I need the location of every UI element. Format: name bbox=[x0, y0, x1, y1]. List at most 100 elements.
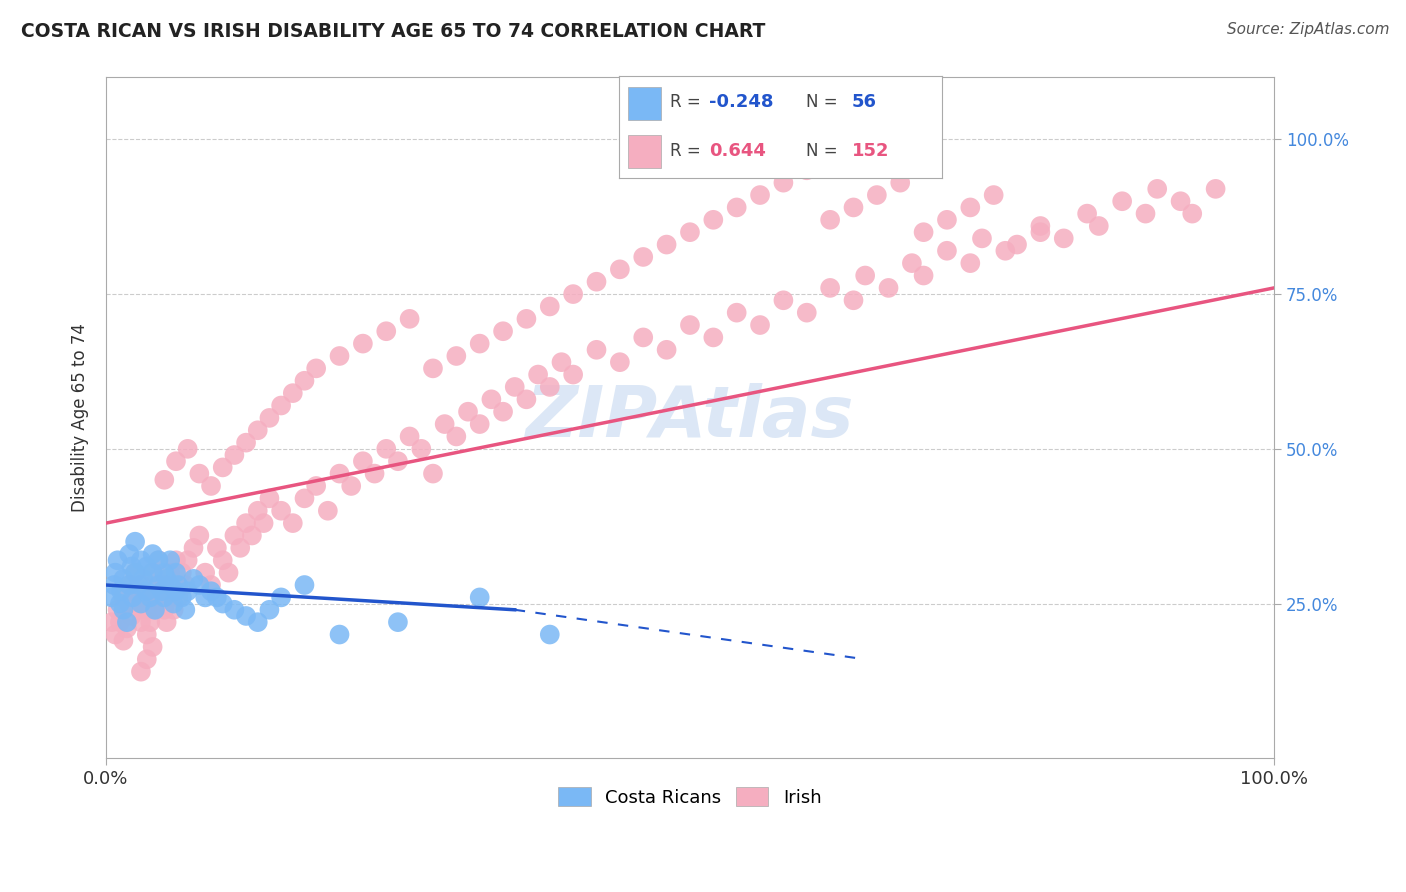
Point bbox=[1005, 237, 1028, 252]
Point bbox=[1053, 231, 1076, 245]
Point bbox=[211, 460, 233, 475]
Point bbox=[211, 553, 233, 567]
Point bbox=[211, 597, 233, 611]
Point bbox=[270, 504, 292, 518]
Point bbox=[562, 287, 585, 301]
Point bbox=[107, 603, 129, 617]
Point bbox=[118, 578, 141, 592]
Point bbox=[281, 386, 304, 401]
Point bbox=[270, 399, 292, 413]
Point bbox=[121, 591, 143, 605]
Point bbox=[170, 591, 193, 605]
Point bbox=[112, 603, 135, 617]
Point bbox=[772, 176, 794, 190]
Point bbox=[387, 615, 409, 629]
Point bbox=[200, 578, 222, 592]
Point bbox=[959, 256, 981, 270]
Point bbox=[139, 591, 162, 605]
Point bbox=[176, 553, 198, 567]
Y-axis label: Disability Age 65 to 74: Disability Age 65 to 74 bbox=[72, 324, 89, 512]
Point bbox=[970, 231, 993, 245]
Point bbox=[796, 163, 818, 178]
Point bbox=[281, 516, 304, 530]
Point bbox=[150, 591, 173, 605]
Point bbox=[1076, 206, 1098, 220]
Point bbox=[165, 578, 187, 592]
Point bbox=[132, 591, 155, 605]
Point bbox=[725, 306, 748, 320]
Point bbox=[772, 293, 794, 308]
Point bbox=[375, 442, 398, 456]
Point bbox=[156, 572, 179, 586]
Point bbox=[165, 454, 187, 468]
Point bbox=[294, 374, 316, 388]
Point bbox=[270, 591, 292, 605]
Point bbox=[183, 541, 205, 555]
Text: 0.644: 0.644 bbox=[709, 142, 766, 160]
Point bbox=[983, 188, 1005, 202]
Point bbox=[468, 417, 491, 431]
Point bbox=[1170, 194, 1192, 209]
Point bbox=[936, 244, 959, 258]
Point bbox=[132, 572, 155, 586]
Point bbox=[994, 244, 1017, 258]
Text: 152: 152 bbox=[852, 142, 889, 160]
Point bbox=[375, 324, 398, 338]
Point bbox=[188, 467, 211, 481]
Point bbox=[411, 442, 433, 456]
Point bbox=[538, 380, 561, 394]
Point bbox=[702, 330, 724, 344]
Text: COSTA RICAN VS IRISH DISABILITY AGE 65 TO 74 CORRELATION CHART: COSTA RICAN VS IRISH DISABILITY AGE 65 T… bbox=[21, 22, 765, 41]
Point bbox=[170, 566, 193, 580]
Point bbox=[246, 423, 269, 437]
Text: N =: N = bbox=[806, 142, 844, 160]
Point bbox=[679, 318, 702, 332]
Point bbox=[153, 566, 176, 580]
Point bbox=[1029, 219, 1052, 233]
Point bbox=[142, 566, 165, 580]
Point bbox=[585, 343, 607, 357]
Point bbox=[165, 584, 187, 599]
Point bbox=[112, 572, 135, 586]
Point bbox=[538, 300, 561, 314]
Point bbox=[240, 528, 263, 542]
Point bbox=[159, 591, 181, 605]
Point bbox=[159, 566, 181, 580]
Point bbox=[889, 176, 911, 190]
Point bbox=[468, 591, 491, 605]
Point bbox=[194, 566, 217, 580]
Point bbox=[328, 627, 350, 641]
Point bbox=[118, 597, 141, 611]
Text: 56: 56 bbox=[852, 94, 876, 112]
Point bbox=[159, 578, 181, 592]
Point bbox=[328, 467, 350, 481]
Point bbox=[749, 188, 772, 202]
Point bbox=[246, 504, 269, 518]
Point bbox=[468, 336, 491, 351]
Point bbox=[104, 627, 127, 641]
Point bbox=[305, 361, 328, 376]
Point bbox=[316, 504, 339, 518]
Point bbox=[118, 547, 141, 561]
Point bbox=[163, 597, 186, 611]
Point bbox=[129, 553, 152, 567]
Point bbox=[538, 627, 561, 641]
Point bbox=[866, 188, 889, 202]
Point bbox=[609, 355, 631, 369]
Point bbox=[550, 355, 572, 369]
Point bbox=[492, 405, 515, 419]
Point bbox=[194, 591, 217, 605]
Point bbox=[363, 467, 385, 481]
Point bbox=[159, 553, 181, 567]
Point bbox=[457, 405, 479, 419]
Point bbox=[446, 349, 468, 363]
Point bbox=[818, 212, 841, 227]
Point bbox=[224, 448, 246, 462]
Point bbox=[142, 591, 165, 605]
Point bbox=[901, 256, 924, 270]
Point bbox=[259, 603, 281, 617]
Point bbox=[352, 336, 374, 351]
Point bbox=[205, 591, 228, 605]
Point bbox=[148, 553, 170, 567]
Point bbox=[148, 578, 170, 592]
